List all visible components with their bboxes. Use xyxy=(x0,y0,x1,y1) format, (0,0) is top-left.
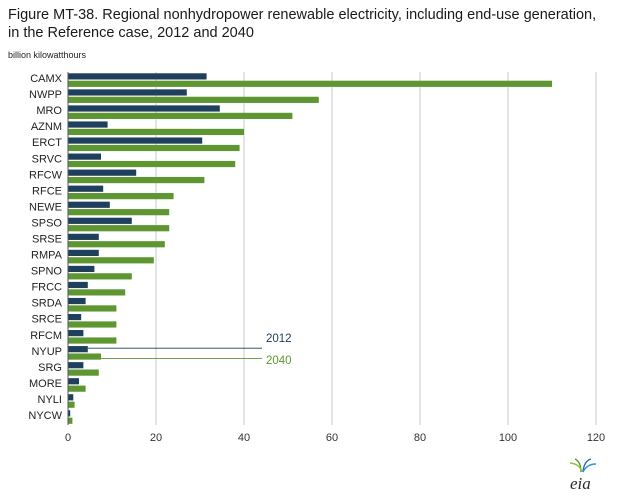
bar-2012-nycw xyxy=(68,410,71,417)
bar-2012-erct xyxy=(68,137,203,144)
bar-2040-rfcm xyxy=(68,337,117,344)
bar-2012-rfcw xyxy=(68,169,137,176)
eia-logo-icon: eia xyxy=(569,458,597,492)
category-label: NEWE xyxy=(29,201,62,213)
category-label: MRO xyxy=(36,105,62,117)
x-tick-label: 0 xyxy=(65,432,71,444)
category-label: NYCW xyxy=(28,410,62,422)
bar-2040-more xyxy=(68,385,86,392)
bar-2012-aznm xyxy=(68,121,108,128)
bar-2012-frcc xyxy=(68,281,88,289)
category-label: AZNM xyxy=(31,121,62,133)
chart-title: Figure MT-38. Regional nonhydropower ren… xyxy=(8,7,597,41)
bar-2012-mro xyxy=(68,105,220,112)
bar-2040-frcc xyxy=(68,289,126,296)
bar-2012-newe xyxy=(68,201,110,208)
unit-label: billion kilowatthours xyxy=(8,50,87,60)
category-labels: CAMX NWPP MRO AZNM ERCT SRVC RFCW RFCE NEWE SPSO S… xyxy=(28,73,62,422)
category-label: SPNO xyxy=(31,266,63,278)
bar-2012-srg xyxy=(68,362,84,369)
bar-2040-newe xyxy=(68,209,170,216)
bar-2012-spso xyxy=(68,217,132,224)
category-label: NYLI xyxy=(38,394,62,406)
bar-2040-srg xyxy=(68,369,99,376)
category-label: RFCW xyxy=(29,169,63,181)
bar-2012-srda xyxy=(68,297,86,305)
category-label: RFCM xyxy=(30,330,62,342)
bar-2012-srce xyxy=(68,313,82,321)
x-tick-label: 20 xyxy=(150,432,162,444)
bar-2040-srse xyxy=(68,241,165,248)
logo-text: eia xyxy=(570,474,591,492)
bar-2012-nyup xyxy=(68,346,88,353)
category-label: SPSO xyxy=(31,217,62,229)
bar-2040-nyli xyxy=(68,401,75,408)
x-tick-label: 120 xyxy=(587,432,605,444)
bar-2012-srse xyxy=(68,233,99,240)
bar-2012-rmpa xyxy=(68,249,99,256)
category-label: SRVC xyxy=(32,153,62,165)
bar-2040-nwpp xyxy=(68,96,319,103)
category-label: CAMX xyxy=(30,73,62,85)
bar-2040-nycw xyxy=(68,417,73,424)
bar-2012-srvc xyxy=(68,153,101,160)
bar-2012-nwpp xyxy=(68,89,187,96)
bar-2012-rfce xyxy=(68,185,104,192)
x-tick-label: 100 xyxy=(499,432,517,444)
category-label: NWPP xyxy=(29,89,62,101)
category-label: SRCE xyxy=(31,314,62,326)
category-label: MORE xyxy=(29,378,62,390)
category-label: RFCE xyxy=(32,185,62,197)
bar-2040-spso xyxy=(68,225,170,232)
category-label: NYUP xyxy=(31,346,62,358)
bar-2040-camx xyxy=(68,80,552,87)
bar-2040-aznm xyxy=(68,128,244,136)
bar-2040-rfce xyxy=(68,193,174,200)
bars xyxy=(68,73,552,424)
bar-2040-mro xyxy=(68,112,293,119)
category-label: RMPA xyxy=(31,250,63,262)
bar-2012-camx xyxy=(68,73,207,80)
bar-2040-srvc xyxy=(68,160,236,168)
legend: 2012 2040 xyxy=(87,333,292,367)
gridlines xyxy=(155,72,597,425)
bar-2012-nyli xyxy=(68,394,74,401)
category-label: ERCT xyxy=(32,137,62,149)
legend-label-2040: 2040 xyxy=(266,355,292,367)
x-axis: 0 20 40 60 80 100 120 xyxy=(65,72,605,444)
x-tick-label: 40 xyxy=(238,432,250,444)
bar-2040-spno xyxy=(68,273,132,280)
bar-2040-rfcw xyxy=(68,176,205,184)
bar-2012-spno xyxy=(68,265,95,273)
bar-2040-rmpa xyxy=(68,257,154,264)
bar-2040-nyup xyxy=(68,353,101,360)
bar-2012-more xyxy=(68,378,79,385)
category-label: SRDA xyxy=(31,298,62,310)
category-label: SRSE xyxy=(32,233,62,245)
bar-2040-srda xyxy=(68,305,117,312)
bar-2040-erct xyxy=(68,144,240,152)
bar-2040-srce xyxy=(68,321,117,328)
category-label: FRCC xyxy=(31,282,62,294)
x-tick-label: 80 xyxy=(414,432,426,444)
legend-label-2012: 2012 xyxy=(266,333,292,345)
category-label: SRG xyxy=(38,362,62,374)
bar-2012-rfcm xyxy=(68,330,84,337)
x-tick-label: 60 xyxy=(326,432,338,444)
